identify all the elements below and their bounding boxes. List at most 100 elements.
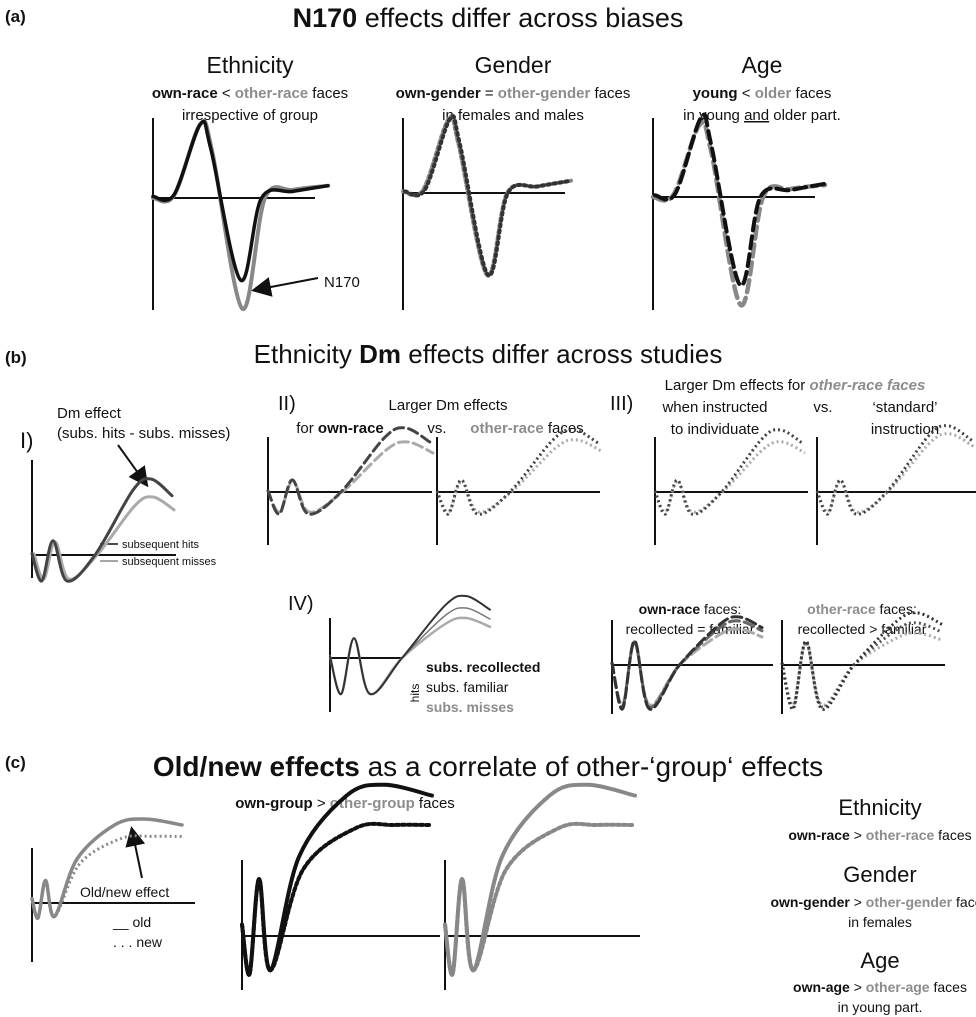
description: own-gender = other-gender faces — [396, 85, 631, 102]
condition: when instructed — [661, 399, 767, 416]
text-part: own-race — [318, 420, 384, 437]
text-part: other-race — [807, 601, 876, 617]
description: in young and older part. — [683, 107, 841, 124]
axes — [267, 437, 432, 545]
arrow — [117, 444, 149, 488]
title-part: Dm — [359, 339, 401, 369]
text-part: > — [850, 827, 866, 843]
text-part: < — [218, 85, 235, 102]
text-part: faces — [590, 85, 630, 102]
text-part: = — [481, 85, 498, 102]
condition: other-race faces: — [807, 601, 917, 617]
text-part: faces — [930, 979, 967, 995]
text-part: own-race — [152, 85, 218, 102]
waveform — [653, 428, 804, 516]
heading: Age — [742, 52, 783, 78]
waveform — [610, 615, 764, 711]
axes — [816, 437, 976, 545]
panel-label: (c) — [5, 753, 26, 772]
text-part: faces — [415, 795, 455, 812]
condition: ‘standard’ — [872, 399, 937, 416]
text-part: own-gender — [396, 85, 481, 102]
waveform — [30, 834, 183, 920]
comparison: own-group > other-group faces — [235, 795, 455, 812]
condition: other-race faces — [470, 420, 583, 437]
title-part: effects differ across biases — [357, 3, 683, 33]
title-part: N170 — [293, 3, 358, 33]
description: in females — [848, 914, 912, 930]
title-part: Ethnicity — [254, 339, 360, 369]
arrow — [125, 826, 146, 879]
panel-title: Ethnicity Dm effects differ across studi… — [254, 339, 723, 369]
study-title: Larger Dm effects for other-race faces — [665, 377, 926, 394]
waveform — [401, 114, 573, 278]
text-part: own-group — [235, 795, 312, 812]
axes — [436, 437, 600, 545]
waveform — [443, 782, 637, 977]
waveform — [329, 594, 491, 696]
axes — [781, 620, 945, 714]
description: young < older faces — [693, 85, 832, 102]
waveform — [653, 112, 827, 288]
axes — [652, 118, 815, 310]
study-label: II) — [278, 393, 296, 415]
description: own-age > other-age faces — [793, 979, 967, 995]
text-part: < — [738, 85, 755, 102]
description: in young part. — [838, 999, 923, 1015]
waveform — [30, 817, 184, 920]
panel-title: N170 effects differ across biases — [293, 3, 684, 33]
annotation: Old/new effect — [80, 884, 169, 900]
waveform — [815, 432, 975, 514]
waveform — [30, 477, 174, 583]
legend-label: subs. recollected — [426, 659, 540, 675]
text-part: older part. — [769, 107, 841, 124]
waveform — [403, 114, 573, 278]
versus: vs. — [813, 399, 832, 416]
condition: for own-race — [296, 420, 384, 437]
condition: instruction — [871, 421, 939, 438]
waveform — [780, 631, 943, 707]
text-part: faces: — [876, 601, 917, 617]
waveform — [435, 428, 600, 516]
title-part: as a correlate of other-‘group‘ effects — [360, 751, 823, 782]
panel-label: (a) — [5, 7, 26, 26]
text-part: other-age — [866, 979, 930, 995]
condition: to individuate — [671, 421, 759, 438]
annotation: N170 — [324, 274, 360, 291]
title-part: effects differ across studies — [401, 339, 722, 369]
waveform — [266, 440, 435, 514]
legend-label: subs. familiar — [426, 679, 509, 695]
text-part: faces — [544, 420, 584, 437]
waveform — [650, 119, 828, 308]
waveform — [653, 440, 806, 514]
text-part: own-gender — [770, 894, 850, 910]
text-part: for — [296, 420, 318, 437]
text-part: own-age — [793, 979, 850, 995]
text-part: young — [693, 85, 738, 102]
title-part: Old/new effects — [153, 751, 360, 782]
axes — [152, 118, 315, 310]
condition: own-race faces: — [639, 601, 742, 617]
text-part: > — [313, 795, 330, 812]
condition: recollected > familiar — [798, 621, 927, 637]
axes — [402, 118, 565, 310]
description: own-race < other-race faces — [152, 85, 348, 102]
text-part: Larger Dm effects for — [665, 377, 810, 394]
description: own-race > other-race faces — [788, 827, 971, 843]
heading: Gender — [475, 52, 552, 78]
axes — [654, 437, 808, 545]
waveform — [610, 627, 764, 707]
text-part: older — [755, 85, 792, 102]
waveform — [443, 821, 637, 977]
text-part: > — [850, 894, 866, 910]
text-part: other-race — [235, 85, 308, 102]
text-part: faces — [791, 85, 831, 102]
axis-note: hits — [408, 684, 422, 703]
text-part: and — [744, 107, 769, 124]
versus: vs. — [427, 420, 446, 437]
text-part: faces: — [700, 601, 741, 617]
text-part: own-race — [639, 601, 701, 617]
heading: Gender — [843, 862, 916, 887]
legend-label: . . . new — [113, 934, 163, 950]
